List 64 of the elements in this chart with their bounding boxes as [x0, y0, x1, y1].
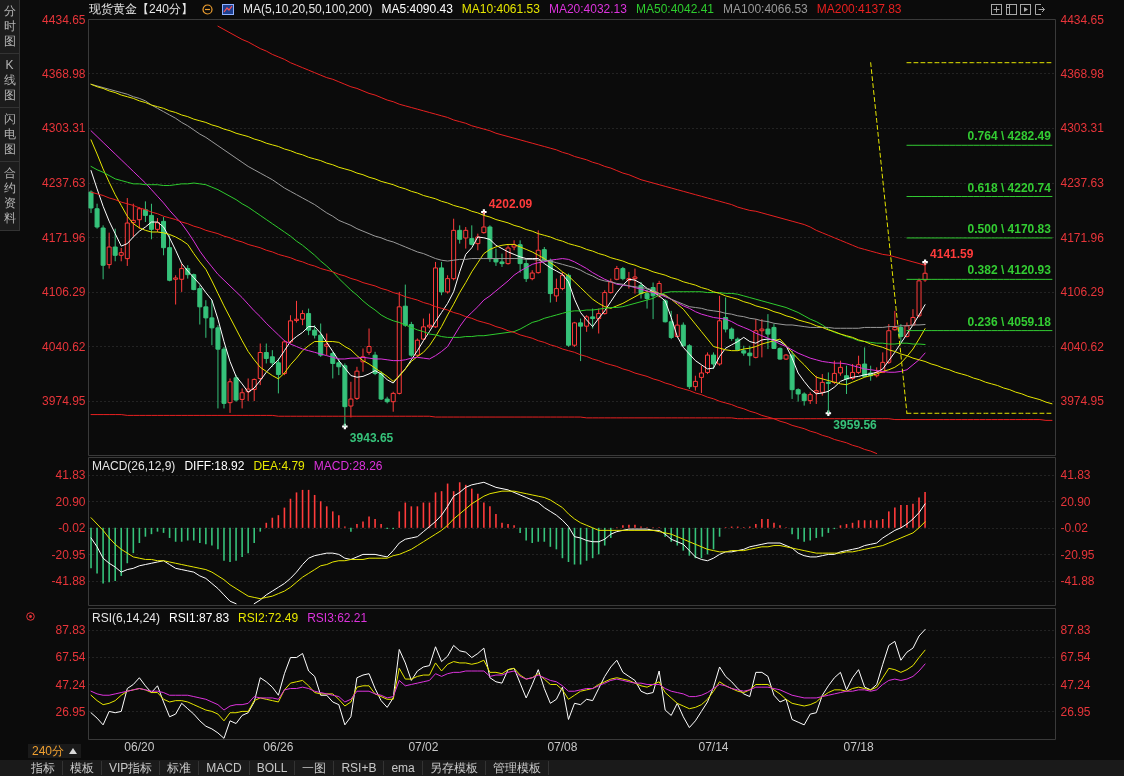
y2-tick-label: 3974.95 [1060, 394, 1105, 408]
text: MACD [199, 761, 250, 775]
x-tick-label: 07/18 [843, 739, 874, 754]
text: RSI1:87.83 [169, 611, 230, 625]
y-tick-label: 4106.29 [42, 285, 86, 299]
y2-tick-label: 4303.31 [1060, 121, 1105, 136]
y-tick-label: 3974.95 [42, 394, 86, 408]
y-tick-label: 4171.96 [42, 230, 86, 245]
text: DIFF:18.92 [184, 459, 245, 473]
x-tick-label: 07/14 [698, 739, 729, 754]
y-tick-label: 26.95 [55, 704, 86, 719]
y-tick-label: 4368.98 [42, 67, 86, 81]
text: 管理模板 [485, 761, 549, 775]
text: 一图 [295, 761, 335, 775]
text: 分时图 [3, 4, 16, 49]
text: 合约资料 [3, 166, 16, 226]
y2-tick-label: 67.54 [1060, 650, 1091, 665]
y-tick-label: 20.90 [55, 494, 86, 509]
y2-tick-label: -41.88 [1060, 574, 1095, 589]
x-tick-label: 06/20 [124, 739, 155, 754]
text: DEA:4.79 [253, 459, 305, 473]
y-tick-label: 4303.31 [42, 121, 86, 136]
y2-tick-label: 4237.63 [1060, 176, 1105, 191]
y2-tick-label: 4434.65 [1060, 12, 1105, 27]
x-tick-label: 06/26 [263, 739, 294, 754]
y-tick-label: -41.88 [51, 574, 86, 589]
text: RSI2:72.49 [238, 611, 299, 625]
y-tick-label: 47.24 [55, 677, 86, 692]
text: RSI3:62.21 [307, 611, 368, 625]
y-tick-label: 4040.62 [42, 339, 86, 354]
y2-tick-label: 87.83 [1060, 623, 1091, 637]
y2-tick-label: 47.24 [1060, 677, 1091, 692]
y-tick-label: -20.95 [51, 547, 86, 562]
text: 标准 [160, 761, 200, 775]
text: 模板 [63, 761, 102, 775]
text: 240分 [32, 742, 65, 760]
text: VIP指标 [102, 761, 161, 775]
legend-title: MACD(26,12,9) [92, 459, 176, 473]
text: RSI+B [334, 761, 385, 775]
y2-tick-label: -0.02 [1060, 521, 1089, 536]
text: 另存模板 [422, 761, 486, 775]
y2-tick-label: 4106.29 [1060, 285, 1105, 299]
legend-title: RSI(6,14,24) [92, 611, 161, 625]
text: 闪电图 [3, 112, 16, 157]
y2-tick-label: 4368.98 [1060, 67, 1105, 81]
x-tick-label: 07/08 [547, 739, 578, 754]
y2-tick-label: 26.95 [1060, 704, 1091, 719]
y2-tick-label: 4040.62 [1060, 339, 1105, 354]
text: 指标 [24, 761, 63, 775]
text: BOLL [249, 761, 296, 775]
y2-tick-label: 4171.96 [1060, 230, 1105, 245]
text: K线图 [3, 58, 16, 103]
y-tick-label: 4237.63 [42, 176, 86, 191]
y-tick-label: 67.54 [55, 650, 86, 665]
y-tick-label: 87.83 [55, 623, 86, 637]
y-tick-label: -0.02 [58, 521, 86, 536]
x-tick-label: 07/02 [408, 739, 439, 754]
text: ema [384, 761, 423, 775]
y2-tick-label: -20.95 [1060, 547, 1095, 562]
y2-tick-label: 20.90 [1060, 494, 1091, 509]
y-tick-label: 41.83 [55, 468, 86, 483]
y-tick-label: 4434.65 [42, 12, 86, 27]
y2-tick-label: 41.83 [1060, 468, 1091, 483]
series-label: MACD:28.26 [313, 459, 383, 473]
